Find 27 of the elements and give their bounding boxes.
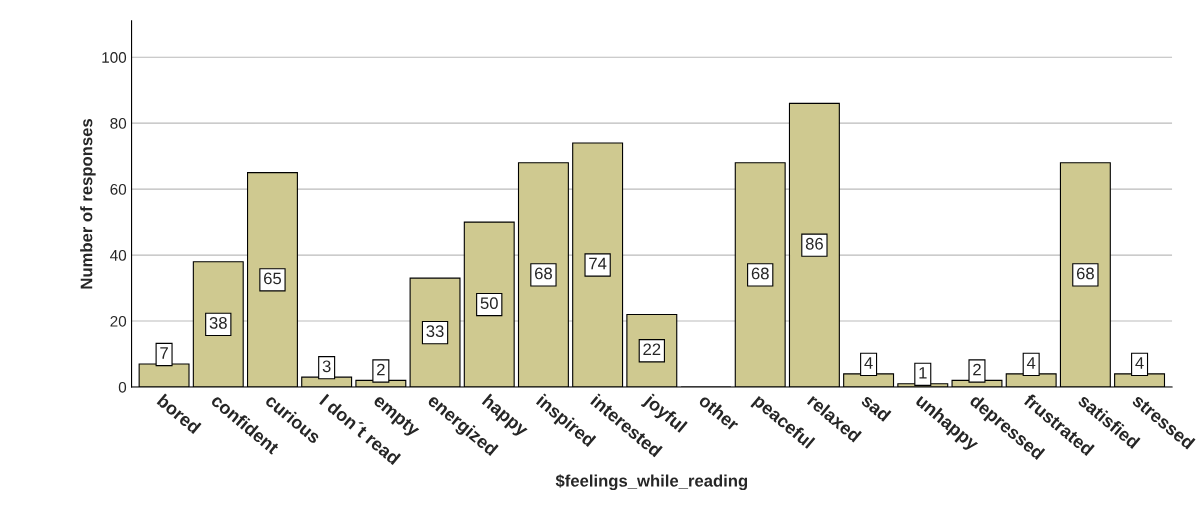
y-axis-title: Number of responses: [80, 118, 96, 289]
data-label: 2: [377, 363, 385, 376]
x-axis-title: $feelings_while_reading: [555, 474, 748, 491]
y-tick-label: 60: [110, 184, 127, 195]
y-tick-label: 100: [102, 52, 127, 63]
data-label: 3: [322, 360, 331, 373]
data-label: 68: [751, 267, 769, 280]
y-tick-label: 80: [110, 118, 127, 129]
data-label: 38: [209, 317, 227, 329]
y-tick-label: 20: [110, 315, 127, 327]
y-tick-label: 40: [110, 249, 127, 261]
data-label: 33: [426, 325, 444, 338]
x-tick-label: sad: [860, 392, 892, 422]
data-label: 4: [1026, 357, 1036, 369]
data-label: 1: [919, 367, 927, 379]
y-tick-label: 0: [118, 381, 127, 393]
data-label: 22: [643, 343, 661, 356]
data-label: 2: [973, 363, 981, 376]
data-label: 68: [1076, 267, 1094, 280]
data-label: 65: [264, 272, 282, 285]
data-label: 4: [1135, 357, 1144, 369]
data-label: 50: [480, 297, 498, 310]
data-label: 7: [160, 347, 168, 359]
data-label: 74: [589, 257, 607, 270]
data-label: 86: [805, 237, 823, 250]
data-label: 68: [535, 267, 552, 280]
data-label: 4: [864, 357, 873, 369]
